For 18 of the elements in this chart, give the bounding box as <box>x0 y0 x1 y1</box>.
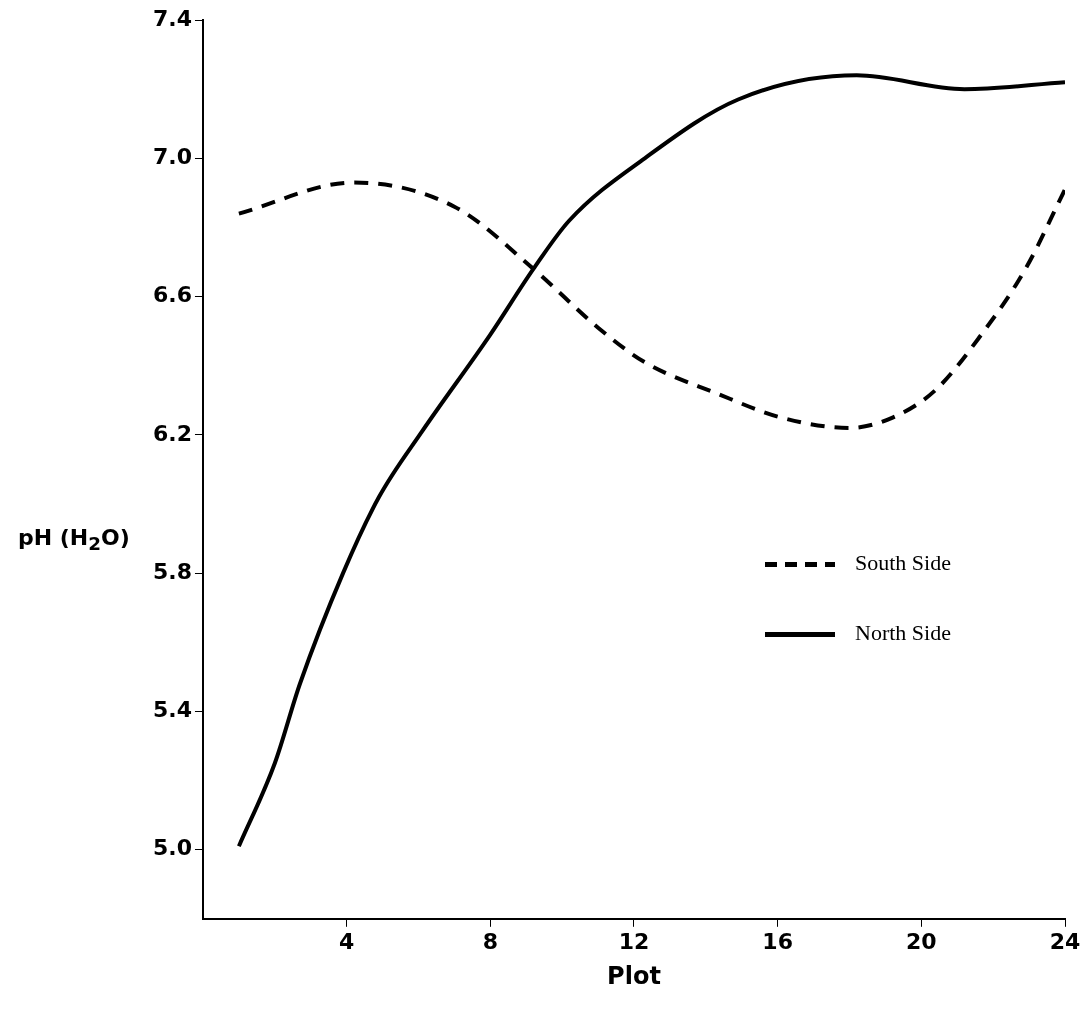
x-axis-title: Plot <box>607 961 661 990</box>
legend-label: South Side <box>855 550 951 576</box>
y-tick-label: 5.8 <box>152 558 192 584</box>
y-axis-title: pH (H$_{2}$O) <box>18 525 130 555</box>
y-tick-label: 6.6 <box>152 282 192 308</box>
x-tick-label: 8 <box>482 928 498 954</box>
x-tick-label: 24 <box>1049 928 1081 954</box>
line-series <box>236 73 1065 849</box>
y-tick-label: 5.0 <box>152 835 192 861</box>
x-tick-label: 20 <box>906 928 937 954</box>
legend-label: North Side <box>855 620 951 646</box>
y-tick-label: 5.4 <box>152 697 192 723</box>
x-tick-label: 12 <box>618 928 650 954</box>
y-tick-label: 7.0 <box>152 144 192 169</box>
y-tick-label: 6.2 <box>152 420 192 446</box>
x-tick-label: 4 <box>338 928 355 954</box>
y-tick-label: 7.4 <box>152 5 192 31</box>
x-tick-label: 16 <box>762 928 793 954</box>
